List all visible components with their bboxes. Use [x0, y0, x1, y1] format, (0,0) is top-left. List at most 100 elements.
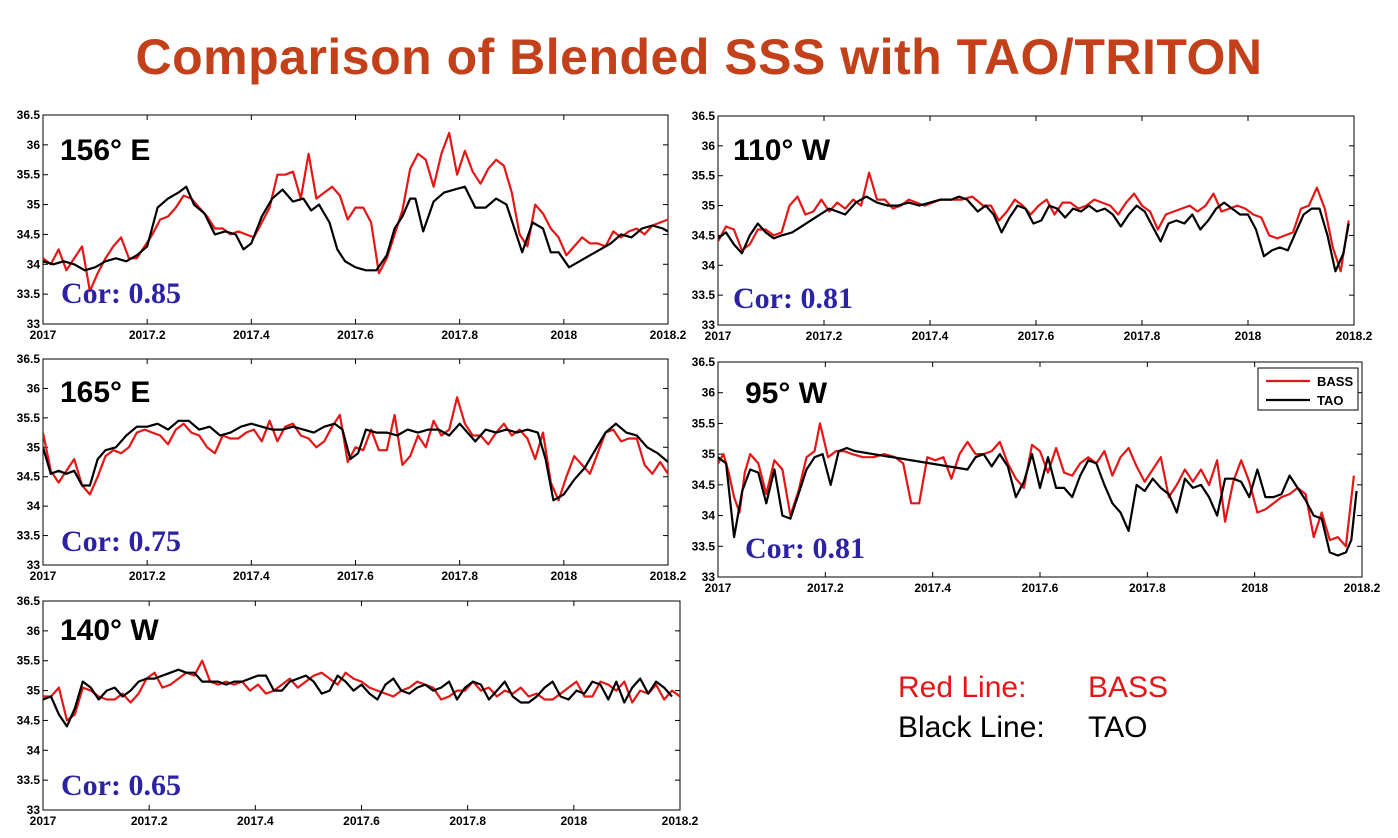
x-tick-label: 2017 — [705, 329, 732, 343]
y-tick-label: 34 — [702, 509, 716, 523]
chart-panel: 33 33.5 34 34.5 35 35.5 36 36.5 2017 2017.2 2017.4… — [692, 109, 1373, 343]
x-tick-label: 2017.2 — [129, 328, 166, 342]
y-tick-label: 33.5 — [692, 288, 716, 302]
key-red-value: BASS — [1088, 671, 1169, 704]
x-tick-label: 2017.6 — [337, 569, 374, 583]
y-tick-label: 33 — [702, 318, 716, 332]
y-tick-label: 35.5 — [692, 416, 716, 430]
y-tick-label: 33.5 — [692, 539, 716, 553]
series-line-bass — [718, 422, 1355, 548]
y-tick-label: 35.5 — [17, 654, 41, 668]
y-tick-label: 35 — [702, 199, 716, 213]
x-tick-label: 2017.2 — [129, 569, 166, 583]
correlation-label: Cor: 0.75 — [61, 525, 181, 558]
y-tick-label: 33.5 — [17, 287, 41, 301]
x-tick-label: 2017.6 — [1018, 329, 1055, 343]
x-tick-label: 2017.2 — [131, 814, 168, 828]
y-tick-label: 35.5 — [692, 169, 716, 183]
panel-label: 156° E — [60, 134, 150, 167]
chart-panel: 33 33.5 34 34.5 35 35.5 36 36.5 2017 2017.2 2017.4… — [692, 355, 1381, 595]
y-tick-label: 36 — [27, 624, 41, 638]
x-tick-label: 2018 — [1235, 329, 1262, 343]
panel-label: 165° E — [60, 376, 150, 409]
y-tick-label: 35.5 — [17, 168, 41, 182]
x-tick-label: 2017.6 — [1022, 581, 1059, 595]
panel-label: 110° W — [733, 134, 831, 167]
y-tick-label: 34.5 — [692, 478, 716, 492]
plot-area — [42, 358, 669, 566]
correlation-label: Cor: 0.65 — [61, 769, 181, 802]
y-tick-label: 34.5 — [17, 713, 41, 727]
legend-box — [1257, 367, 1359, 411]
x-tick-label: 2018 — [1241, 581, 1268, 595]
y-tick-label: 34 — [702, 258, 716, 272]
y-tick-label: 34.5 — [17, 227, 41, 241]
x-tick-label: 2017.4 — [233, 328, 270, 342]
chart-panel: 33 33.5 34 34.5 35 35.5 36 36.5 2017 2017.2 2017.4… — [17, 108, 687, 342]
key-black-label: Black Line: — [898, 711, 1045, 744]
x-tick-label: 2018.2 — [650, 569, 687, 583]
y-tick-label: 33.5 — [17, 773, 41, 787]
panel-label: 95° W — [745, 377, 828, 410]
y-tick-label: 36.5 — [17, 352, 41, 366]
x-tick-label: 2018.2 — [662, 814, 699, 828]
x-tick-label: 2017.6 — [337, 328, 374, 342]
x-tick-label: 2018.2 — [1344, 581, 1381, 595]
chart-panel: 33 33.5 34 34.5 35 35.5 36 36.5 2017 2017.2 2017.4… — [17, 594, 699, 828]
key-black-value: TAO — [1088, 711, 1148, 744]
slide-title: Comparison of Blended SSS with TAO/TRITO… — [135, 29, 1263, 85]
series-line-bass — [43, 131, 668, 293]
panel-label: 140° W — [60, 614, 159, 647]
y-tick-label: 36.5 — [17, 594, 41, 608]
y-tick-label: 33 — [27, 558, 41, 572]
legend-label-bass: BASS — [1317, 374, 1353, 389]
correlation-label: Cor: 0.81 — [745, 532, 865, 565]
legend: BASS TAO — [1257, 367, 1359, 411]
y-tick-label: 34 — [27, 743, 41, 757]
x-tick-label: 2017.8 — [441, 569, 478, 583]
x-tick-label: 2017.8 — [1124, 329, 1161, 343]
series-line-tao — [43, 668, 673, 728]
x-tick-label: 2018.2 — [1336, 329, 1373, 343]
x-tick-label: 2017.8 — [449, 814, 486, 828]
color-key-note: Red Line: BASS Black Line: TAO — [898, 668, 1168, 748]
y-tick-label: 36 — [702, 386, 716, 400]
y-tick-label: 33.5 — [17, 529, 41, 543]
y-tick-label: 34 — [27, 499, 41, 513]
y-tick-label: 36 — [27, 381, 41, 395]
y-tick-label: 35.5 — [17, 411, 41, 425]
legend-label-tao: TAO — [1317, 393, 1343, 408]
x-tick-label: 2018 — [560, 814, 587, 828]
y-tick-label: 36.5 — [692, 355, 716, 369]
series-line-bass — [43, 396, 668, 502]
chart-panel: 33 33.5 34 34.5 35 35.5 36 36.5 2017 2017.2 2017.4… — [17, 352, 687, 583]
series-line-tao — [718, 446, 1358, 557]
x-tick-label: 2017.8 — [1129, 581, 1166, 595]
correlation-label: Cor: 0.81 — [733, 282, 853, 315]
x-tick-label: 2017 — [30, 328, 57, 342]
x-tick-label: 2017.6 — [343, 814, 380, 828]
correlation-label: Cor: 0.85 — [61, 277, 181, 310]
y-tick-label: 36.5 — [692, 109, 716, 123]
y-tick-label: 34.5 — [17, 470, 41, 484]
plot-area — [42, 114, 669, 325]
plot-area — [42, 600, 681, 811]
y-tick-label: 34 — [27, 257, 41, 271]
x-tick-label: 2018.2 — [650, 328, 687, 342]
x-tick-label: 2017 — [30, 569, 57, 583]
y-tick-label: 34.5 — [692, 228, 716, 242]
y-tick-label: 33 — [27, 317, 41, 331]
y-tick-label: 36.5 — [17, 108, 41, 122]
series-line-tao — [43, 185, 668, 272]
x-tick-label: 2017.4 — [233, 569, 270, 583]
y-tick-label: 36 — [702, 139, 716, 153]
x-tick-label: 2017 — [705, 581, 732, 595]
x-tick-label: 2018 — [550, 569, 577, 583]
series-line-bass — [718, 171, 1350, 273]
plot-area — [717, 361, 1363, 578]
x-tick-label: 2017.4 — [914, 581, 951, 595]
x-tick-label: 2017.8 — [441, 328, 478, 342]
x-tick-label: 2017.2 — [807, 581, 844, 595]
y-tick-label: 35 — [27, 440, 41, 454]
